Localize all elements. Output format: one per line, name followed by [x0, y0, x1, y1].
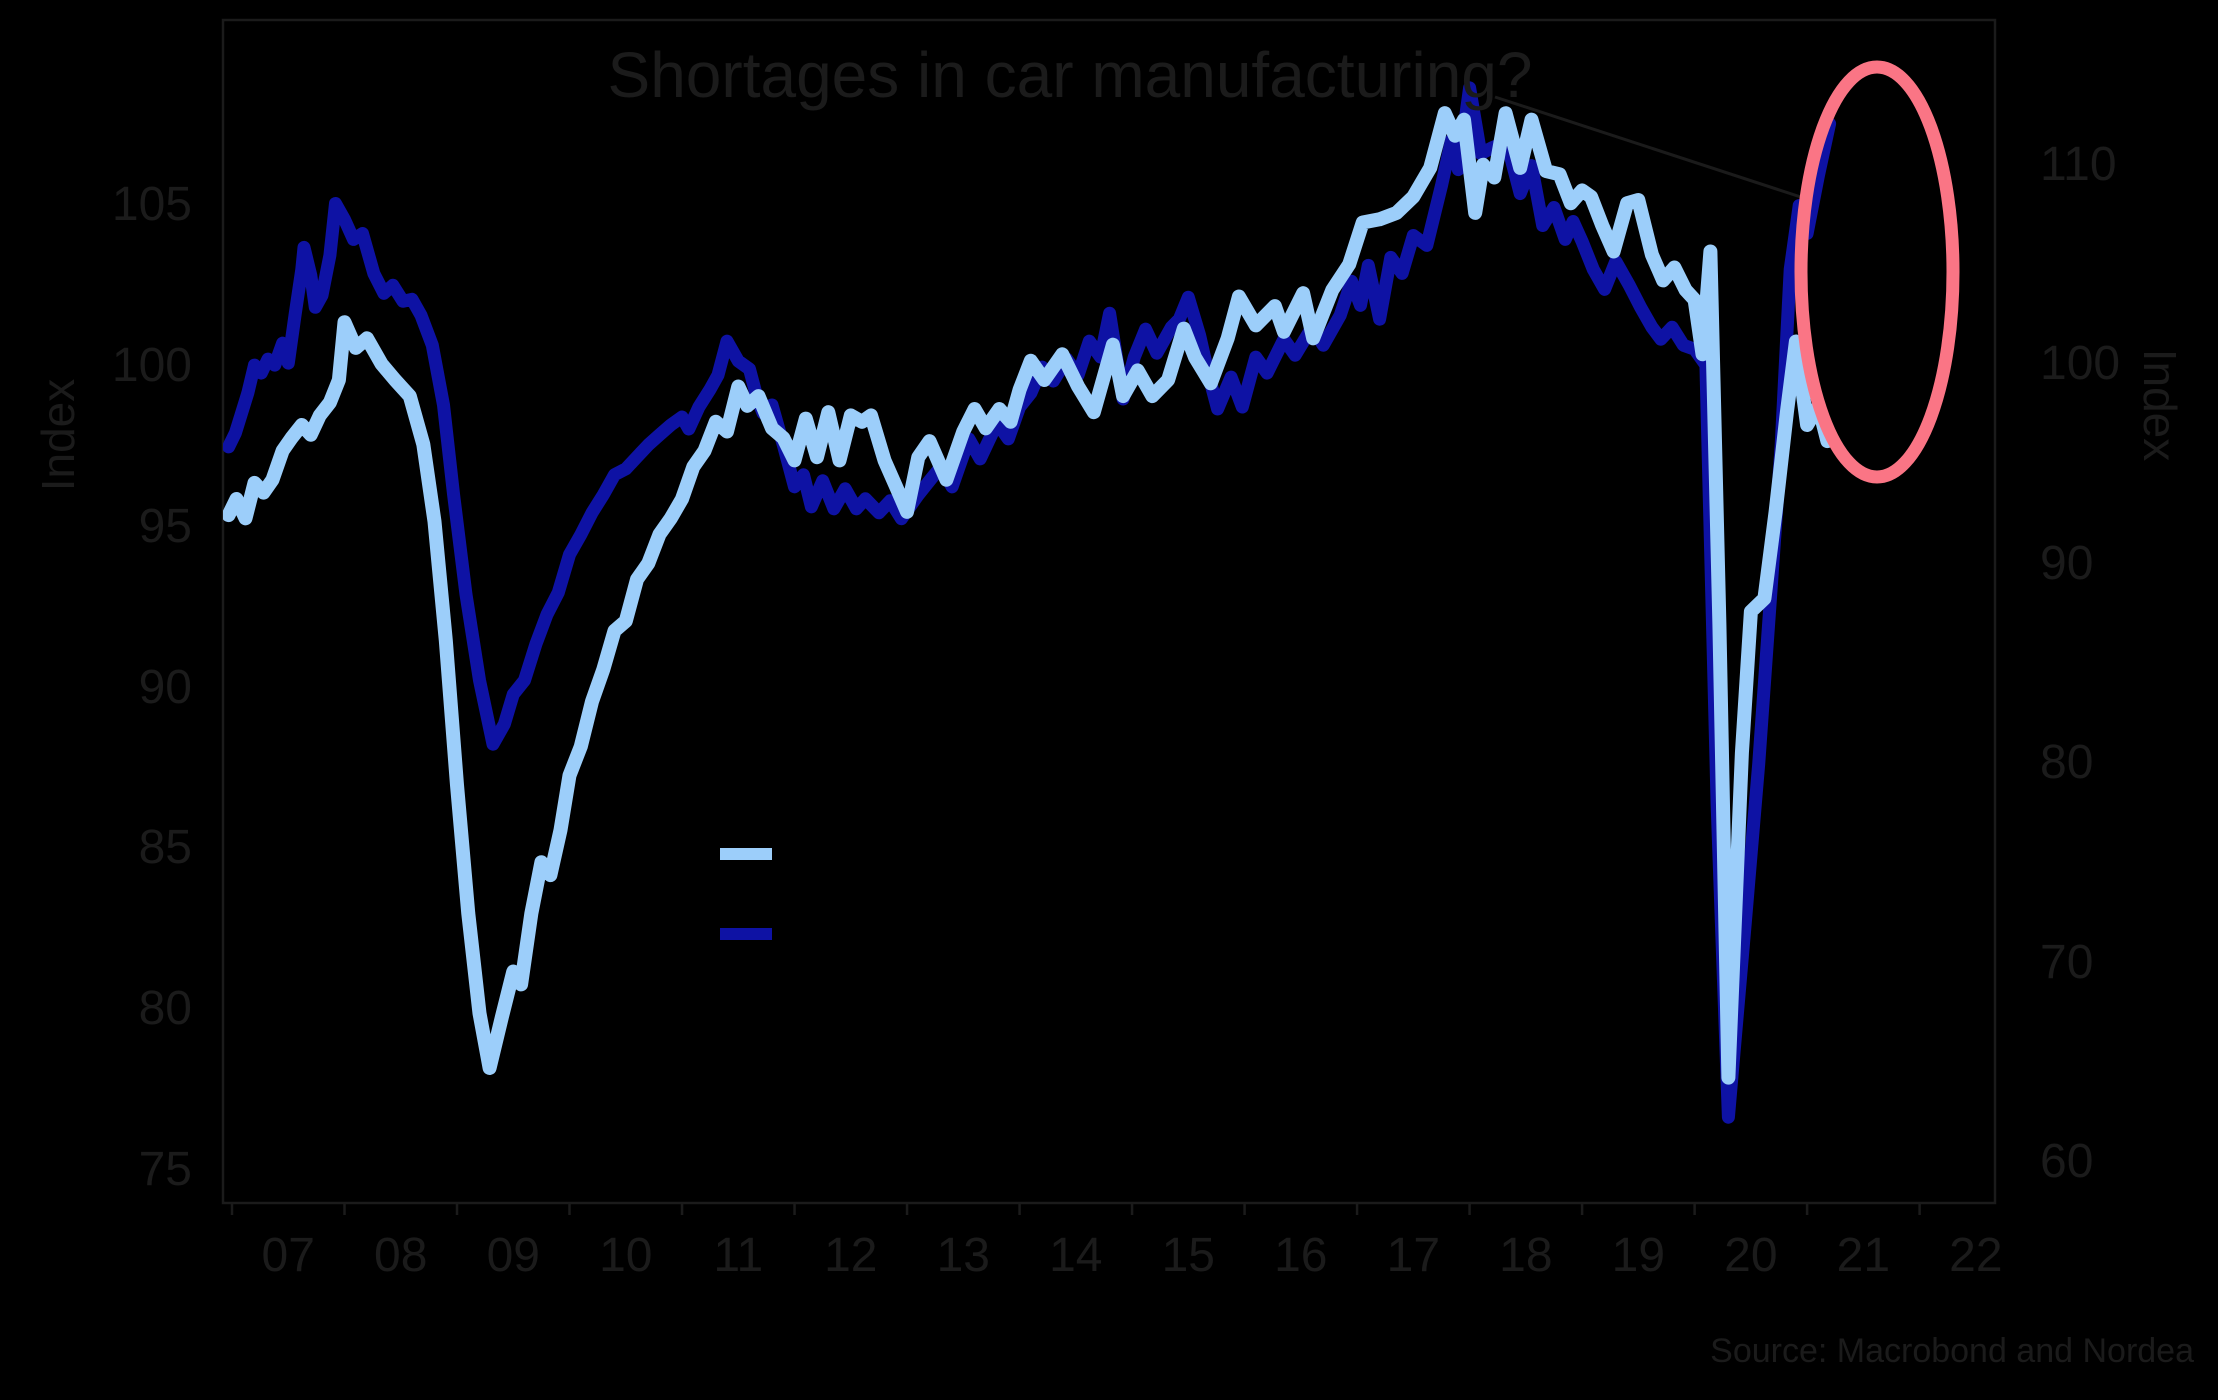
x-tick-label: 12: [824, 1229, 878, 1282]
right-tick-label: 70: [2040, 935, 2094, 989]
right-tick-label: 80: [2040, 736, 2094, 790]
left-tick-label: 95: [138, 499, 192, 553]
x-tick-label: 18: [1499, 1229, 1553, 1282]
source-note: Source: Macrobond and Nordea: [1710, 1332, 2194, 1370]
chart-title: Shortages in car manufacturing?: [607, 39, 1533, 111]
x-tick-label: 15: [1161, 1229, 1215, 1282]
x-tick-label: 10: [599, 1229, 653, 1282]
x-tick-label: 19: [1611, 1229, 1666, 1282]
x-tick-label: 21: [1836, 1229, 1891, 1282]
legend: [720, 848, 772, 940]
x-tick-label: 07: [261, 1229, 315, 1282]
right-tick-label: 100: [2040, 337, 2121, 391]
x-tick-label: 16: [1274, 1229, 1328, 1282]
left-tick-label: 90: [138, 660, 192, 714]
right-axis-title: Index: [2134, 348, 2186, 462]
right-tick-label: 110: [2040, 137, 2117, 191]
right-tick-label: 90: [2040, 536, 2094, 590]
left-tick-label: 105: [111, 178, 192, 232]
left-tick-label: 80: [138, 982, 192, 1036]
right-tick-label: 60: [2040, 1135, 2094, 1189]
x-tick-label: 11: [713, 1229, 764, 1282]
x-tick-label: 14: [1049, 1229, 1103, 1282]
light-blue-series: [223, 106, 1835, 1085]
highlight-ellipse: [1794, 60, 1960, 484]
x-tick-label: 17: [1386, 1229, 1441, 1282]
x-axis-ticks: [230, 1203, 1921, 1215]
legend-swatch-dark-blue-series: [720, 928, 772, 940]
x-tick-label: 13: [936, 1229, 990, 1282]
left-tick-label: 75: [138, 1142, 192, 1196]
legend-swatch-light-blue-series: [720, 848, 772, 860]
dark-blue-series: [223, 81, 1837, 1124]
x-tick-label: 20: [1724, 1229, 1778, 1282]
x-tick-label: 09: [486, 1229, 540, 1282]
callout-line: [1494, 95, 1811, 202]
x-tick-label: 22: [1949, 1229, 2003, 1282]
series-lines: [223, 81, 1837, 1124]
left-tick-label: 85: [138, 821, 192, 875]
left-tick-label: 100: [111, 339, 192, 393]
x-tick-label: 08: [374, 1229, 428, 1282]
plot-frame: [221, 18, 1997, 1205]
